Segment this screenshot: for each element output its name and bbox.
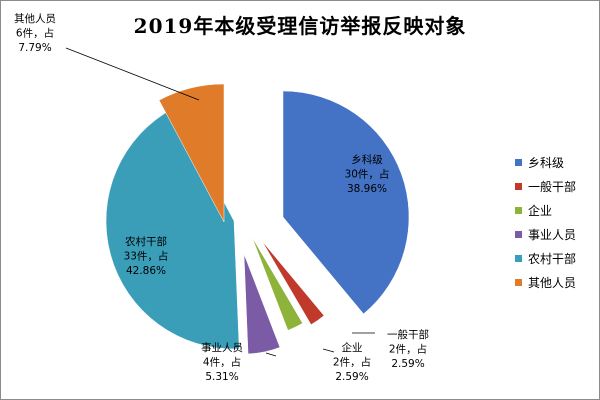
pie-slice-5 bbox=[105, 107, 240, 350]
leader-line-3 bbox=[322, 348, 335, 353]
legend-swatch bbox=[515, 254, 522, 262]
slice-label-6-line-2: 6件，占 bbox=[16, 27, 54, 40]
slice-label-3-line-3: 2.59% bbox=[335, 371, 368, 383]
chart-title: 2019年本级受理信访举报反映对象 bbox=[133, 14, 467, 38]
legend-swatch bbox=[515, 158, 522, 166]
leader-line-4 bbox=[265, 352, 277, 357]
slice-label-4-line-2: 4件，占 bbox=[203, 356, 241, 369]
slice-label-2-line-1: 一般干部 bbox=[387, 328, 429, 341]
legend-swatch bbox=[515, 206, 522, 214]
slice-label-1-line-1: 乡科级 bbox=[351, 153, 383, 166]
pie-slice-1 bbox=[282, 90, 410, 315]
slice-label-5-line-1: 农村干部 bbox=[125, 235, 167, 248]
chart-legend: 乡科级一般干部企业事业人员农村干部其他人员 bbox=[515, 150, 576, 294]
leader-line-6 bbox=[65, 47, 200, 101]
pie-slice-3 bbox=[251, 236, 303, 331]
slice-label-2-line-3: 2.59% bbox=[391, 358, 424, 370]
slice-label-1-line-3: 38.96% bbox=[347, 183, 387, 195]
legend-swatch bbox=[515, 278, 522, 286]
slice-label-2-line-2: 2件，占 bbox=[389, 343, 427, 356]
legend-label: 农村干部 bbox=[528, 251, 577, 266]
legend-item-4: 事业人员 bbox=[515, 222, 576, 246]
legend-item-6: 其他人员 bbox=[515, 270, 576, 294]
slice-label-4-line-1: 事业人员 bbox=[201, 341, 243, 354]
legend-label: 一般干部 bbox=[528, 179, 577, 194]
legend-swatch bbox=[515, 230, 522, 238]
legend-item-3: 企业 bbox=[515, 198, 576, 222]
legend-label: 事业人员 bbox=[528, 227, 577, 242]
legend-item-1: 乡科级 bbox=[515, 150, 576, 174]
slice-label-5-line-2: 33件，占 bbox=[124, 250, 169, 263]
slice-label-3-line-1: 企业 bbox=[342, 341, 363, 354]
slice-label-3-line-2: 2件，占 bbox=[333, 356, 371, 369]
pie-slice-6 bbox=[158, 83, 225, 223]
pie-slice-2 bbox=[261, 240, 325, 326]
legend-label: 企业 bbox=[528, 203, 553, 218]
legend-item-2: 一般干部 bbox=[515, 174, 576, 198]
legend-label: 其他人员 bbox=[528, 275, 577, 290]
slice-label-5-line-3: 42.86% bbox=[126, 265, 166, 277]
legend-swatch bbox=[515, 182, 522, 190]
slice-label-1-line-2: 30件，占 bbox=[345, 168, 390, 181]
slice-label-6-line-1: 其他人员 bbox=[14, 12, 56, 25]
slice-label-6-line-3: 7.79% bbox=[18, 42, 51, 54]
pie-slice-4 bbox=[243, 253, 281, 355]
legend-label: 乡科级 bbox=[528, 155, 565, 170]
legend-item-5: 农村干部 bbox=[515, 246, 576, 270]
slice-label-4-line-3: 5.31% bbox=[205, 371, 238, 383]
